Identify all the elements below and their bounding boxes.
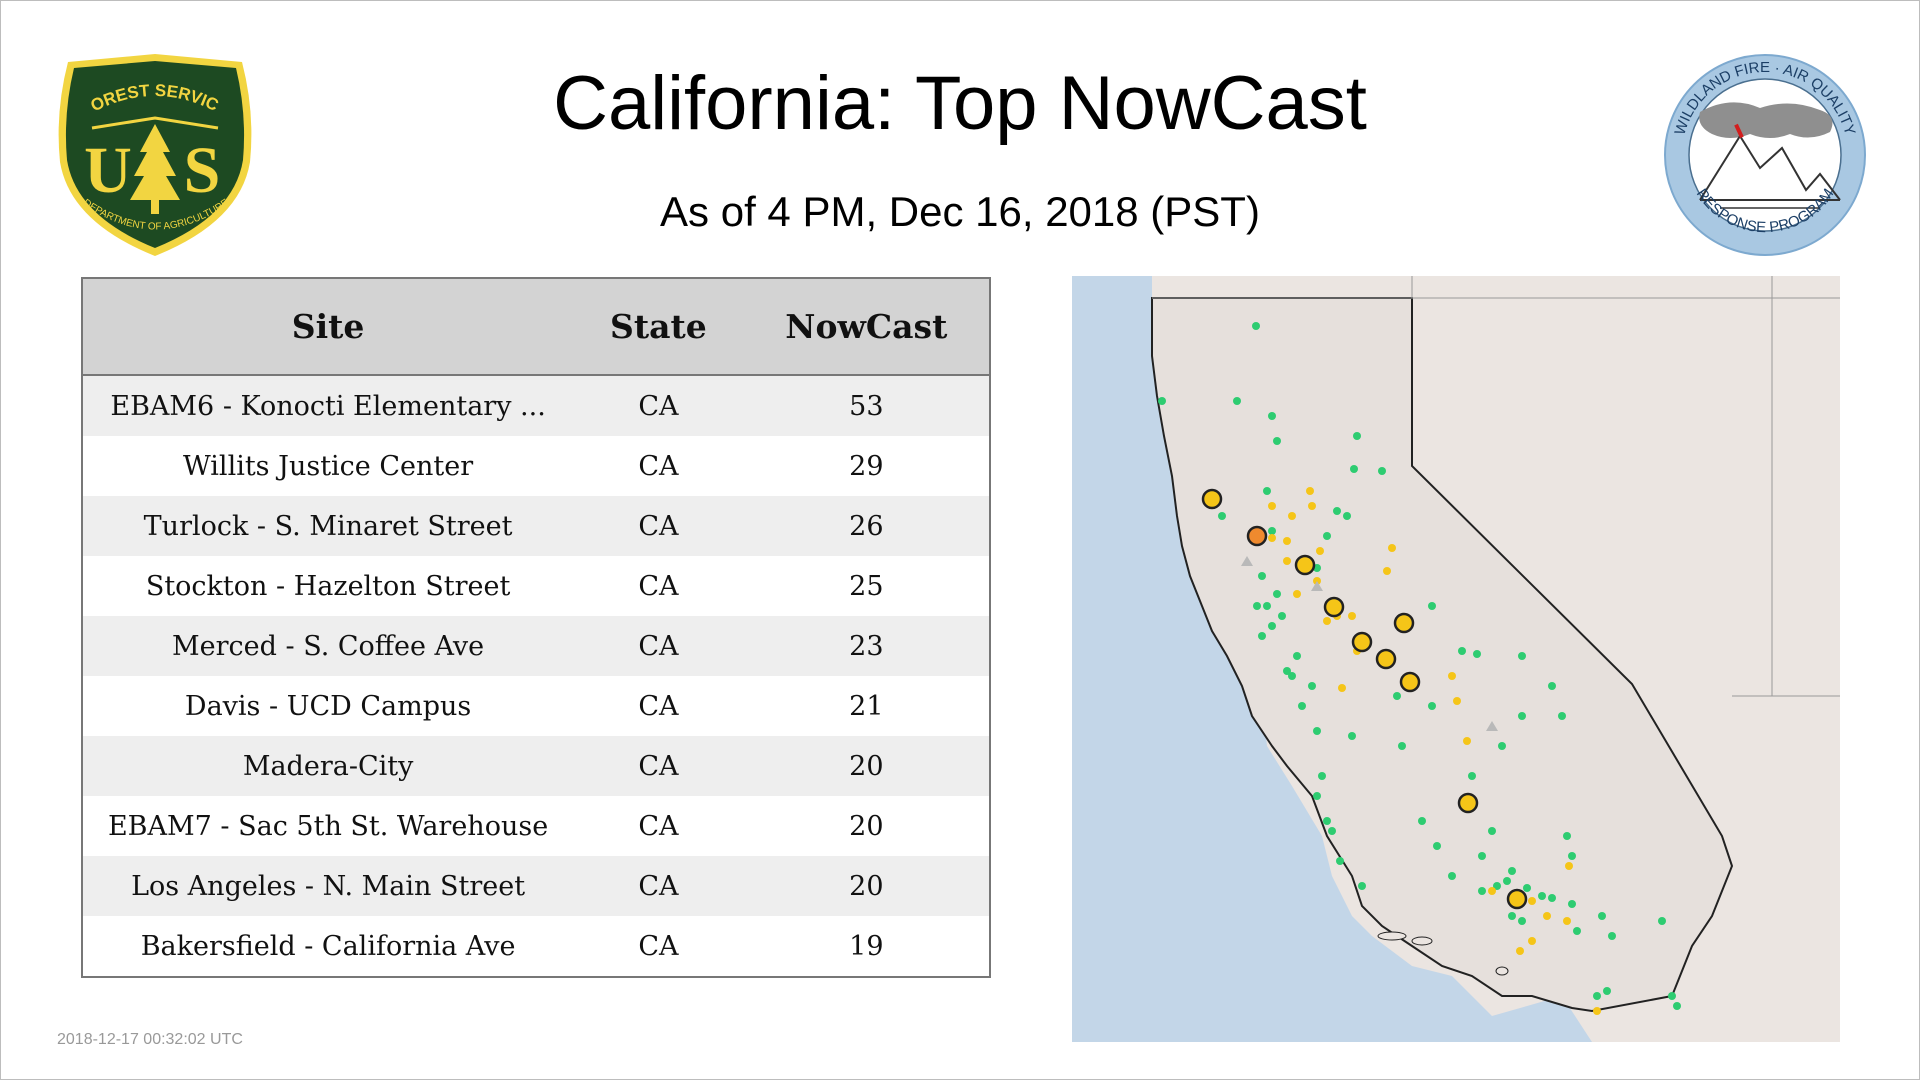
cell-site: Merced - S. Coffee Ave	[82, 616, 574, 676]
table-row: EBAM7 - Sac 5th St. Warehouse CA 20	[82, 796, 990, 856]
cell-nowcast: 29	[743, 436, 990, 496]
cell-nowcast: 20	[743, 856, 990, 916]
table-row: Bakersfield - California Ave CA 19	[82, 916, 990, 977]
cell-state: CA	[573, 736, 744, 796]
table-row: Los Angeles - N. Main Street CA 20	[82, 856, 990, 916]
cell-site: Stockton - Hazelton Street	[82, 556, 574, 616]
wildland-fire-air-quality-icon: WILDLAND FIRE · AIR QUALITY RESPONSE PRO…	[1660, 50, 1870, 260]
cell-state: CA	[573, 676, 744, 736]
header-state: State	[573, 278, 744, 376]
table-row: Willits Justice Center CA 29	[82, 436, 990, 496]
page-title: California: Top NowCast	[553, 61, 1367, 146]
cell-site: EBAM6 - Konocti Elementary ...	[82, 375, 574, 436]
moderate-aqi-markers	[1253, 487, 1601, 1015]
table-row: Merced - S. Coffee Ave CA 23	[82, 616, 990, 676]
cell-site: Los Angeles - N. Main Street	[82, 856, 574, 916]
top-nowcast-yellow-markers	[1201, 488, 1528, 910]
cell-nowcast: 53	[743, 375, 990, 436]
cell-nowcast: 19	[743, 916, 990, 977]
cell-state: CA	[573, 496, 744, 556]
cell-state: CA	[573, 375, 744, 436]
cell-state: CA	[573, 556, 744, 616]
no-data-markers	[1241, 556, 1498, 731]
cell-site: Willits Justice Center	[82, 436, 574, 496]
us-forest-service-shield-icon: U S FOREST SERVICE DEPARTMENT OF AGRICUL…	[50, 52, 260, 258]
generated-timestamp: 2018-12-17 00:32:02 UTC	[57, 1031, 243, 1048]
cell-state: CA	[573, 916, 744, 977]
cell-nowcast: 20	[743, 796, 990, 856]
header-site: Site	[82, 278, 574, 376]
svg-text:U: U	[84, 134, 132, 207]
page-subtitle: As of 4 PM, Dec 16, 2018 (PST)	[660, 188, 1260, 235]
cell-site: Turlock - S. Minaret Street	[82, 496, 574, 556]
table-row: EBAM6 - Konocti Elementary ... CA 53	[82, 375, 990, 436]
cell-nowcast: 20	[743, 736, 990, 796]
table-row: Stockton - Hazelton Street CA 25	[82, 556, 990, 616]
header-nowcast: NowCast	[743, 278, 990, 376]
svg-text:S: S	[184, 134, 221, 207]
cell-state: CA	[573, 436, 744, 496]
cell-site: Madera-City	[82, 736, 574, 796]
cell-state: CA	[573, 856, 744, 916]
cell-nowcast: 25	[743, 556, 990, 616]
cell-site: Bakersfield - California Ave	[82, 916, 574, 977]
cell-nowcast: 23	[743, 616, 990, 676]
top-nowcast-orange-marker	[1246, 525, 1268, 547]
cell-nowcast: 26	[743, 496, 990, 556]
table-row: Madera-City CA 20	[82, 736, 990, 796]
california-boundary	[1151, 297, 1734, 1013]
map-canvas	[1072, 276, 1840, 1042]
nowcast-table: Site State NowCast EBAM6 - Konocti Eleme…	[81, 277, 991, 978]
cell-state: CA	[573, 616, 744, 676]
table-header-row: Site State NowCast	[82, 278, 990, 376]
cell-nowcast: 21	[743, 676, 990, 736]
table-row: Turlock - S. Minaret Street CA 26	[82, 496, 990, 556]
cell-site: Davis - UCD Campus	[82, 676, 574, 736]
table-row: Davis - UCD Campus CA 21	[82, 676, 990, 736]
good-aqi-markers	[1158, 322, 1681, 1010]
cell-state: CA	[573, 796, 744, 856]
cell-site: EBAM7 - Sac 5th St. Warehouse	[82, 796, 574, 856]
california-map	[1072, 276, 1840, 1042]
